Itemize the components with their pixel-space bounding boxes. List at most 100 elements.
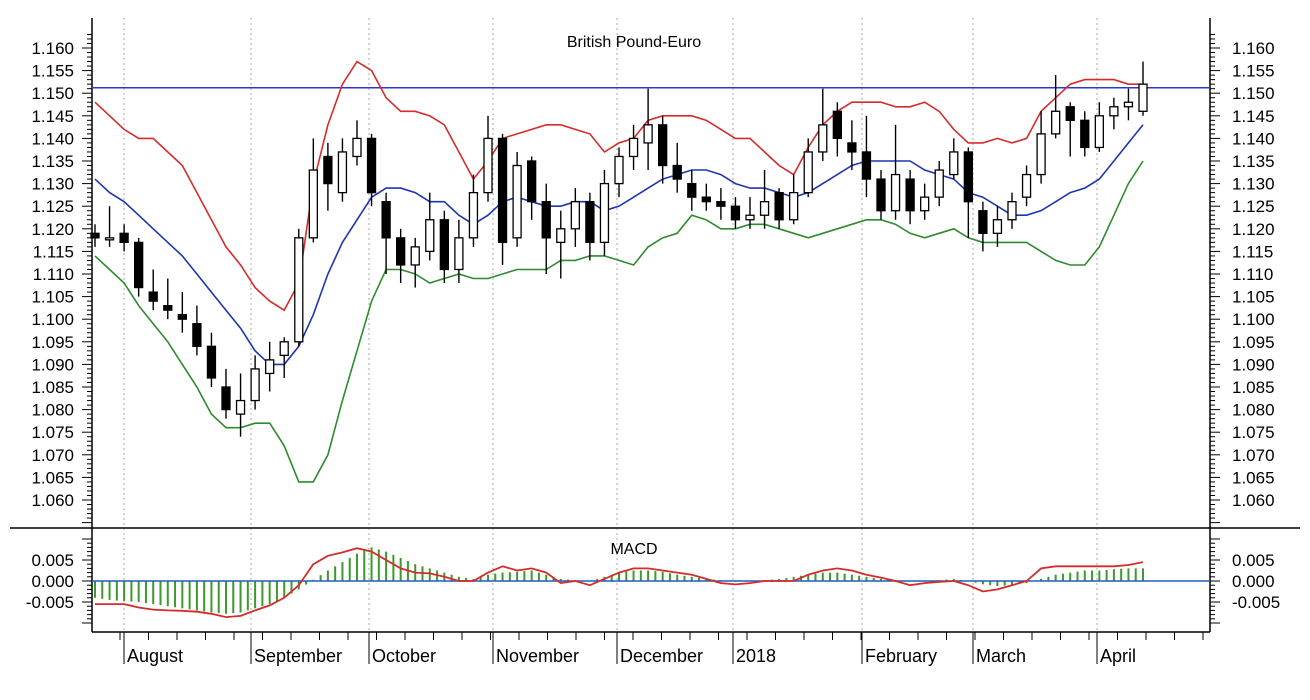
candle-body (192, 323, 202, 347)
candle-body (1080, 119, 1090, 149)
candle-body (1109, 106, 1119, 117)
candle (890, 124, 901, 220)
candle (978, 201, 988, 252)
candle (847, 120, 857, 171)
y-tick-label-left: 1.080 (31, 401, 74, 420)
candle (949, 138, 959, 180)
y-tick-label-right: 1.105 (1232, 288, 1275, 307)
candle-body (556, 228, 566, 244)
y-tick-label-left: 1.125 (31, 197, 74, 216)
candle-body (789, 191, 799, 221)
y-tick-label-left: 1.070 (31, 446, 74, 465)
candle-body (949, 151, 959, 176)
candle (381, 192, 391, 274)
candle-body (541, 201, 551, 239)
candle-body (396, 237, 406, 266)
y-tick-label-right: 1.125 (1232, 197, 1275, 216)
candle-body (978, 210, 988, 234)
y-tick-label-left: 1.155 (31, 62, 74, 81)
candle (148, 269, 158, 311)
y-tick-label-right: 1.110 (1232, 265, 1273, 284)
y-tick-label-right: 1.115 (1232, 242, 1273, 261)
candle-body (963, 151, 973, 203)
candle-body (832, 110, 842, 140)
candle (818, 88, 828, 161)
y-tick-label-left: 1.105 (31, 288, 74, 307)
candle (774, 188, 784, 229)
candle (1036, 111, 1046, 184)
candle (483, 115, 493, 202)
candle-body (512, 164, 522, 239)
y-tick-label-left: 1.095 (31, 333, 74, 352)
candle-body (265, 359, 275, 375)
candle (410, 237, 420, 288)
candle-body (148, 291, 158, 302)
candle (570, 188, 580, 247)
lower-bollinger-band (94, 160, 1144, 483)
axes: 1.060 1.060 1.065 1.065 1.070 1.070 1.075 1.075… (10, 18, 1300, 633)
y-tick-label-right: 1.145 (1232, 107, 1275, 126)
candle (119, 224, 129, 252)
candle (541, 183, 551, 274)
candle-body (658, 124, 668, 167)
candle (876, 170, 886, 220)
candle-body (1036, 133, 1046, 176)
month-gridlines (123, 18, 1098, 632)
y-tick-label-left: 1.135 (31, 152, 74, 171)
candle-body (1021, 173, 1032, 198)
macd-tick-label-right: -0.005 (1232, 593, 1280, 612)
candle-body (352, 137, 362, 158)
x-month-label: April (1100, 646, 1136, 666)
candle-body (687, 182, 697, 198)
candle (352, 120, 362, 166)
y-tick-label-right: 1.130 (1232, 175, 1275, 194)
y-tick-label-right: 1.075 (1232, 423, 1275, 442)
candle (687, 170, 697, 211)
y-tick-label-right: 1.135 (1232, 152, 1275, 171)
y-tick-label-right: 1.160 (1232, 39, 1275, 58)
candle-body (410, 246, 420, 266)
candle-body (206, 345, 217, 379)
candle (250, 355, 260, 410)
candle-body (585, 201, 595, 244)
x-month-label: October (372, 646, 436, 666)
x-month-label: November (496, 646, 579, 666)
candle-body (323, 155, 333, 185)
macd-tick-label-left: 0.000 (31, 572, 74, 591)
candle-body (308, 169, 318, 239)
candle-body (1051, 110, 1061, 135)
candle-body (774, 191, 784, 221)
candle (294, 228, 304, 347)
candle (1123, 88, 1134, 121)
candle (1138, 61, 1148, 116)
y-tick-label-left: 1.150 (31, 84, 74, 103)
x-month-label: February (865, 646, 937, 666)
candle-body (119, 232, 129, 244)
candle (672, 142, 682, 193)
y-tick-label-left: 1.120 (31, 220, 74, 239)
y-tick-label-left: 1.140 (31, 129, 74, 148)
candle-body (643, 124, 653, 144)
candle (1051, 75, 1061, 139)
y-tick-label-right: 1.070 (1232, 446, 1275, 465)
candle-body (628, 137, 639, 158)
x-month-label: December (620, 646, 703, 666)
candle (716, 188, 726, 220)
candle-body (934, 169, 944, 198)
candle-body (104, 237, 115, 241)
y-tick-label-right: 1.095 (1232, 333, 1275, 352)
y-tick-label-right: 1.090 (1232, 355, 1275, 374)
candle (1094, 102, 1104, 152)
y-tick-label-left: 1.060 (31, 491, 74, 510)
candle (920, 183, 930, 220)
candle-body (90, 232, 100, 239)
y-tick-label-right: 1.100 (1232, 310, 1275, 329)
candle-body (177, 314, 187, 320)
candle (439, 210, 449, 284)
candle (803, 138, 813, 198)
y-tick-label-left: 1.115 (33, 242, 74, 261)
candle (759, 170, 770, 229)
candle (628, 124, 639, 171)
y-tick-label-left: 1.160 (31, 39, 74, 58)
y-tick-label-left: 1.145 (31, 107, 74, 126)
